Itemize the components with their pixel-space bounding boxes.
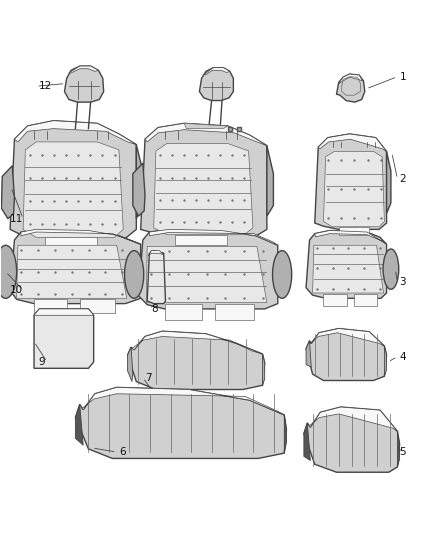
Polygon shape (145, 123, 267, 146)
Polygon shape (34, 309, 94, 368)
Polygon shape (397, 431, 399, 467)
Polygon shape (339, 74, 363, 84)
Polygon shape (176, 235, 227, 245)
Polygon shape (75, 387, 286, 458)
Polygon shape (10, 120, 136, 240)
Polygon shape (132, 331, 262, 354)
Polygon shape (306, 230, 387, 298)
Polygon shape (315, 230, 387, 244)
Polygon shape (323, 151, 385, 227)
Polygon shape (45, 237, 97, 248)
Text: 1: 1 (399, 71, 406, 82)
Text: 7: 7 (145, 373, 152, 383)
Polygon shape (69, 66, 99, 73)
Polygon shape (387, 151, 391, 214)
Polygon shape (75, 405, 83, 445)
Polygon shape (133, 163, 145, 216)
Polygon shape (21, 229, 141, 244)
Polygon shape (82, 387, 284, 415)
Polygon shape (17, 245, 127, 298)
Ellipse shape (272, 251, 292, 298)
Polygon shape (313, 245, 384, 293)
Polygon shape (267, 146, 273, 216)
Polygon shape (34, 300, 67, 313)
Polygon shape (311, 328, 385, 346)
Text: 11: 11 (10, 214, 23, 224)
Ellipse shape (0, 245, 17, 298)
Polygon shape (64, 66, 104, 102)
Text: 8: 8 (152, 304, 158, 314)
Polygon shape (14, 120, 136, 144)
Polygon shape (318, 134, 387, 151)
Polygon shape (141, 123, 267, 237)
Text: 9: 9 (39, 357, 45, 367)
Polygon shape (154, 143, 253, 235)
Text: 10: 10 (10, 285, 23, 295)
Polygon shape (309, 407, 397, 431)
Polygon shape (204, 68, 230, 75)
Polygon shape (184, 123, 228, 128)
Polygon shape (304, 423, 311, 461)
Polygon shape (138, 229, 278, 309)
Polygon shape (165, 304, 201, 319)
Polygon shape (1, 166, 14, 219)
Text: 5: 5 (399, 447, 406, 457)
Polygon shape (136, 144, 143, 219)
Text: 6: 6 (119, 447, 126, 457)
Polygon shape (148, 251, 164, 256)
Polygon shape (306, 328, 387, 381)
Polygon shape (146, 246, 267, 303)
Polygon shape (23, 142, 123, 237)
Polygon shape (315, 134, 387, 229)
Ellipse shape (124, 251, 144, 298)
Polygon shape (147, 251, 166, 304)
Polygon shape (339, 227, 369, 235)
Polygon shape (354, 294, 377, 306)
Polygon shape (126, 260, 139, 289)
Text: 2: 2 (399, 174, 406, 184)
Polygon shape (306, 341, 311, 367)
Text: 4: 4 (399, 352, 406, 361)
Polygon shape (262, 354, 265, 385)
Polygon shape (80, 300, 115, 313)
Polygon shape (336, 74, 365, 102)
Polygon shape (304, 407, 399, 472)
Polygon shape (385, 346, 387, 376)
Polygon shape (127, 331, 265, 390)
Polygon shape (10, 229, 141, 304)
Polygon shape (149, 229, 278, 245)
Polygon shape (284, 415, 286, 453)
Text: 12: 12 (39, 81, 52, 91)
Polygon shape (323, 294, 347, 306)
Polygon shape (0, 256, 11, 288)
Polygon shape (199, 68, 233, 101)
Polygon shape (127, 347, 133, 382)
Text: 3: 3 (399, 277, 406, 287)
Ellipse shape (383, 249, 399, 289)
Polygon shape (215, 304, 254, 319)
Polygon shape (34, 309, 94, 316)
